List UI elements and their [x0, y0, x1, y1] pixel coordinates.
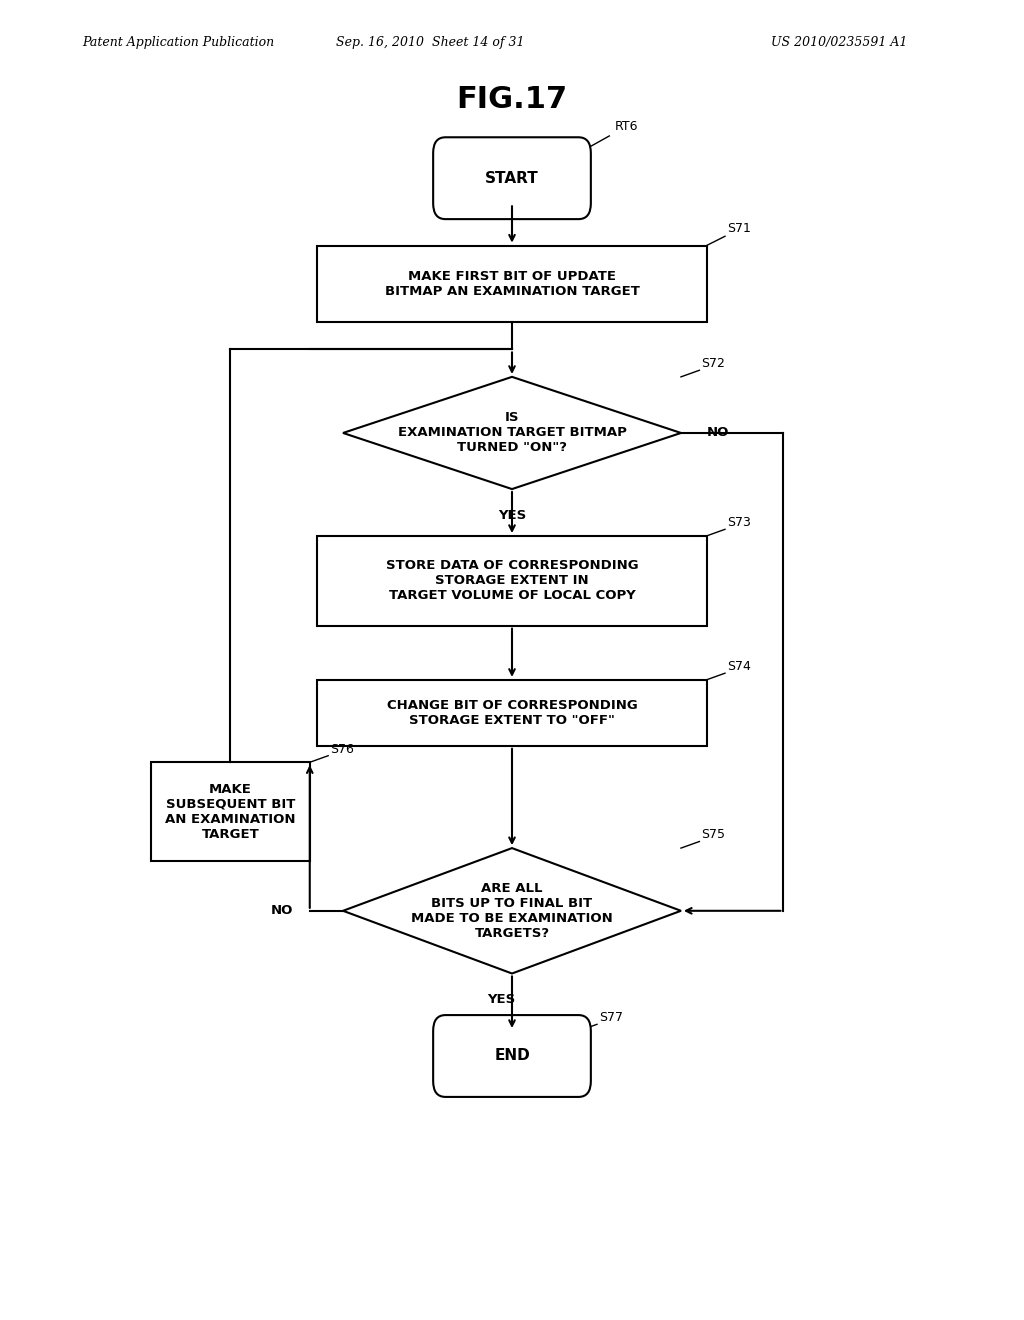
Text: NO: NO: [270, 904, 293, 917]
Text: MAKE FIRST BIT OF UPDATE
BITMAP AN EXAMINATION TARGET: MAKE FIRST BIT OF UPDATE BITMAP AN EXAMI…: [385, 269, 639, 298]
Text: IS
EXAMINATION TARGET BITMAP
TURNED "ON"?: IS EXAMINATION TARGET BITMAP TURNED "ON"…: [397, 412, 627, 454]
Text: Sep. 16, 2010  Sheet 14 of 31: Sep. 16, 2010 Sheet 14 of 31: [336, 36, 524, 49]
Text: S73: S73: [727, 516, 751, 529]
Text: US 2010/0235591 A1: US 2010/0235591 A1: [771, 36, 908, 49]
Polygon shape: [343, 849, 681, 974]
FancyBboxPatch shape: [317, 680, 707, 746]
Text: RT6: RT6: [614, 120, 638, 133]
Text: CHANGE BIT OF CORRESPONDING
STORAGE EXTENT TO "OFF": CHANGE BIT OF CORRESPONDING STORAGE EXTE…: [387, 698, 637, 727]
Polygon shape: [343, 378, 681, 488]
Text: S74: S74: [727, 660, 751, 673]
Text: NO: NO: [707, 426, 729, 440]
Text: START: START: [485, 170, 539, 186]
Text: S77: S77: [599, 1011, 623, 1024]
Text: YES: YES: [498, 508, 526, 521]
FancyBboxPatch shape: [317, 246, 707, 322]
Text: S71: S71: [727, 222, 751, 235]
Text: YES: YES: [487, 993, 516, 1006]
Text: S76: S76: [330, 743, 354, 755]
Text: S72: S72: [701, 358, 725, 370]
FancyBboxPatch shape: [433, 1015, 591, 1097]
Text: STORE DATA OF CORRESPONDING
STORAGE EXTENT IN
TARGET VOLUME OF LOCAL COPY: STORE DATA OF CORRESPONDING STORAGE EXTE…: [386, 560, 638, 602]
Text: MAKE
SUBSEQUENT BIT
AN EXAMINATION
TARGET: MAKE SUBSEQUENT BIT AN EXAMINATION TARGE…: [165, 783, 296, 841]
Text: Patent Application Publication: Patent Application Publication: [82, 36, 274, 49]
FancyBboxPatch shape: [152, 762, 309, 861]
Text: END: END: [495, 1048, 529, 1064]
FancyBboxPatch shape: [433, 137, 591, 219]
Text: FIG.17: FIG.17: [457, 84, 567, 114]
FancyBboxPatch shape: [317, 536, 707, 626]
Text: S75: S75: [701, 829, 725, 842]
Text: ARE ALL
BITS UP TO FINAL BIT
MADE TO BE EXAMINATION
TARGETS?: ARE ALL BITS UP TO FINAL BIT MADE TO BE …: [411, 882, 613, 940]
